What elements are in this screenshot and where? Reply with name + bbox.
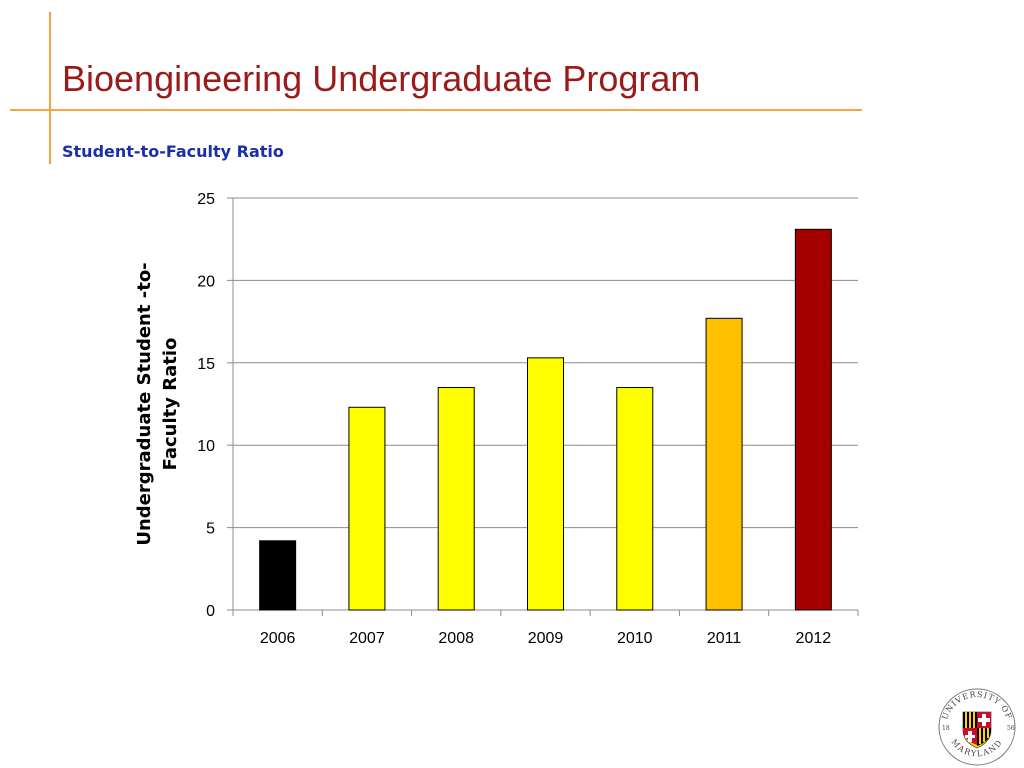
y-axis-label-line: Undergraduate Student -to- (134, 262, 155, 545)
slide-title: Bioengineering Undergraduate Program (62, 58, 701, 99)
bar-2008 (437, 387, 475, 611)
x-tick-label: 2012 (796, 630, 832, 647)
y-tick-label: 5 (206, 521, 215, 538)
x-tick-label: 2011 (707, 630, 742, 647)
y-axis-label-line: Faculty Ratio (160, 338, 181, 471)
horizontal-accent-rule (10, 109, 862, 111)
y-axis-label: Undergraduate Student -to- Faculty Ratio (134, 262, 181, 545)
bar-2007 (348, 406, 386, 611)
bar-2011 (705, 317, 743, 611)
logo-year-right: 56 (1007, 725, 1015, 732)
bar-2010 (616, 387, 654, 611)
x-tick-label: 2009 (528, 630, 564, 647)
x-tick-label: 2008 (438, 630, 474, 647)
x-tick-label: 2007 (349, 630, 385, 647)
logo-year-left: 18 (942, 725, 950, 732)
y-tick-label: 25 (197, 191, 215, 208)
y-tick-label: 15 (197, 356, 215, 373)
bar-2012 (794, 228, 832, 611)
university-of-maryland-seal: UNIVERSITY OF MARYLAND 18 56 (938, 688, 1016, 766)
y-tick-label: 0 (206, 603, 215, 620)
bar-2006 (259, 540, 297, 611)
slide-subtitle: Student-to-Faculty Ratio (62, 142, 284, 161)
x-tick-label: 2010 (617, 630, 653, 647)
bar-2009 (527, 357, 564, 611)
x-tick-label: 2006 (260, 630, 296, 647)
vertical-accent-rule (49, 12, 51, 164)
maryland-flag-shield-icon (962, 711, 992, 749)
y-tick-label: 20 (197, 273, 215, 290)
y-tick-label: 10 (197, 438, 215, 455)
